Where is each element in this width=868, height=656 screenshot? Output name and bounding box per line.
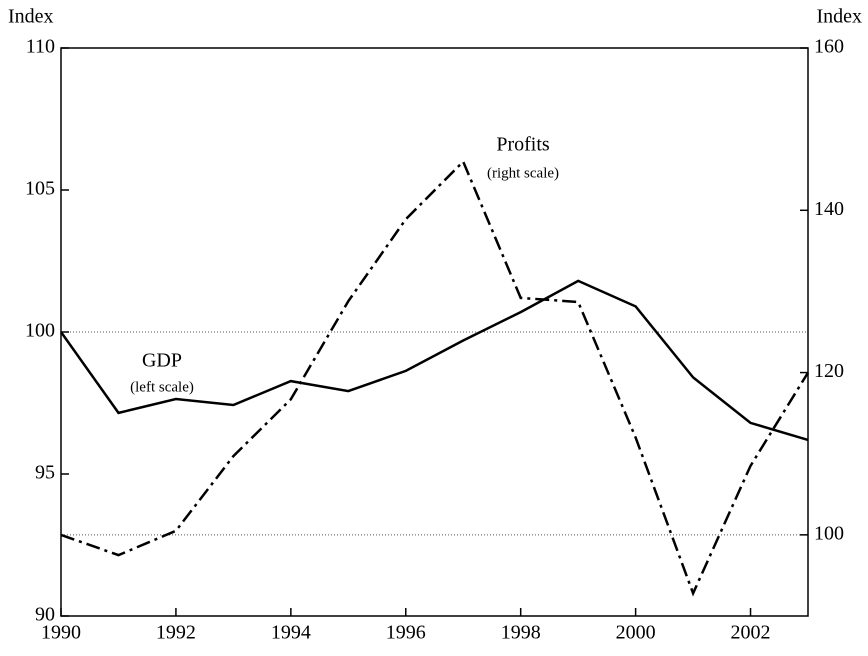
y2-tick-label: 140 — [814, 198, 844, 220]
y-tick-label: 90 — [35, 604, 55, 626]
x-tick-label: 1992 — [156, 622, 196, 644]
y-tick-label: 95 — [35, 462, 55, 484]
series-note: (left scale) — [130, 379, 194, 395]
x-tick-label: 2000 — [616, 622, 656, 644]
x-tick-label: 1990 — [41, 622, 81, 644]
series-note: (right scale) — [487, 165, 559, 181]
series-label: Profits — [496, 134, 550, 156]
y-tick-label: 105 — [25, 178, 55, 200]
y2-axis-label: Index — [816, 6, 862, 28]
y2-tick-label: 100 — [814, 522, 844, 544]
x-tick-label: 1994 — [271, 622, 311, 644]
y-tick-label: 100 — [25, 320, 55, 342]
series-label: GDP — [142, 350, 182, 372]
series-line — [60, 159, 810, 597]
y-tick-label: 110 — [26, 36, 55, 58]
x-tick-label: 1998 — [501, 622, 541, 644]
y-axis-label: Index — [8, 6, 54, 28]
series-line — [59, 279, 809, 442]
y2-tick-label: 160 — [814, 36, 844, 58]
x-tick-label: 1996 — [386, 622, 426, 644]
y2-tick-label: 120 — [814, 360, 844, 382]
x-tick-label: 2002 — [731, 622, 771, 644]
